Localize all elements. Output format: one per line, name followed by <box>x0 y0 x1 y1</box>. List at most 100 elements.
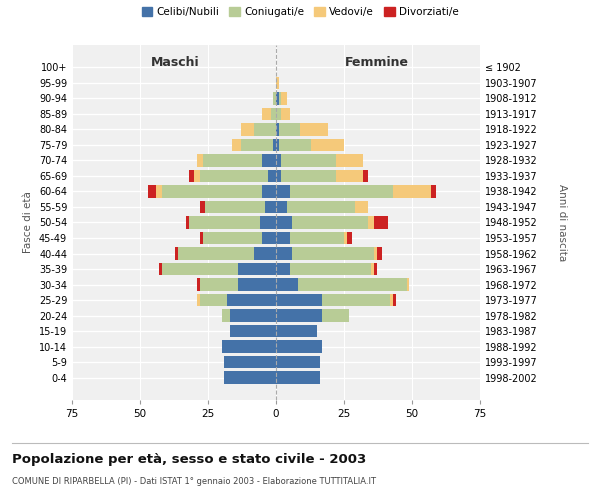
Bar <box>197 154 203 166</box>
Bar <box>194 170 200 182</box>
Bar <box>238 278 276 291</box>
Legend: Celibi/Nubili, Coniugati/e, Vedovi/e, Divorziati/e: Celibi/Nubili, Coniugati/e, Vedovi/e, Di… <box>139 5 461 20</box>
Bar <box>322 294 390 306</box>
Bar <box>189 216 260 228</box>
Bar <box>276 372 320 384</box>
Text: Femmine: Femmine <box>344 56 409 70</box>
Bar <box>287 201 355 213</box>
Bar <box>200 201 205 213</box>
Bar <box>200 278 238 291</box>
Bar <box>292 216 368 228</box>
Bar <box>368 216 374 228</box>
Bar <box>276 232 290 244</box>
Bar <box>276 325 317 338</box>
Bar <box>281 170 336 182</box>
Bar <box>254 248 276 260</box>
Bar <box>374 248 377 260</box>
Bar <box>203 154 262 166</box>
Text: Popolazione per età, sesso e stato civile - 2003: Popolazione per età, sesso e stato civil… <box>12 452 366 466</box>
Y-axis label: Anni di nascita: Anni di nascita <box>557 184 567 261</box>
Bar <box>197 294 200 306</box>
Bar <box>311 138 344 151</box>
Bar <box>148 186 157 198</box>
Bar <box>262 232 276 244</box>
Bar <box>159 263 162 276</box>
Bar <box>292 248 374 260</box>
Bar <box>178 248 254 260</box>
Bar <box>363 170 368 182</box>
Bar <box>279 123 301 136</box>
Bar <box>200 170 268 182</box>
Bar <box>276 294 322 306</box>
Bar <box>205 201 265 213</box>
Bar <box>241 123 254 136</box>
Bar <box>175 248 178 260</box>
Bar <box>290 186 393 198</box>
Bar <box>271 108 276 120</box>
Bar <box>390 294 393 306</box>
Bar <box>276 92 279 104</box>
Bar <box>276 278 298 291</box>
Bar <box>279 92 281 104</box>
Bar <box>281 108 290 120</box>
Bar <box>322 310 349 322</box>
Bar <box>393 186 431 198</box>
Bar <box>224 356 276 368</box>
Bar <box>431 186 436 198</box>
Bar <box>260 216 276 228</box>
Bar <box>290 263 371 276</box>
Bar <box>221 340 276 353</box>
Bar <box>276 201 287 213</box>
Bar <box>393 294 395 306</box>
Bar <box>276 310 322 322</box>
Bar <box>227 294 276 306</box>
Bar <box>276 248 292 260</box>
Bar <box>238 263 276 276</box>
Bar <box>344 232 347 244</box>
Bar <box>336 170 363 182</box>
Bar <box>200 232 203 244</box>
Bar <box>276 186 290 198</box>
Bar <box>265 201 276 213</box>
Bar <box>241 138 273 151</box>
Bar <box>276 263 290 276</box>
Bar <box>355 201 368 213</box>
Bar <box>374 216 388 228</box>
Bar <box>276 154 281 166</box>
Bar <box>279 138 311 151</box>
Bar <box>407 278 409 291</box>
Bar <box>276 340 322 353</box>
Y-axis label: Fasce di età: Fasce di età <box>23 192 33 254</box>
Bar <box>200 294 227 306</box>
Bar <box>336 154 363 166</box>
Bar <box>281 92 287 104</box>
Bar <box>186 216 189 228</box>
Bar <box>298 278 407 291</box>
Bar <box>301 123 328 136</box>
Bar <box>276 123 279 136</box>
Text: COMUNE DI RIPARBELLA (PI) - Dati ISTAT 1° gennaio 2003 - Elaborazione TUTTITALIA: COMUNE DI RIPARBELLA (PI) - Dati ISTAT 1… <box>12 478 376 486</box>
Bar <box>371 263 374 276</box>
Bar <box>276 108 281 120</box>
Bar <box>230 325 276 338</box>
Bar <box>254 123 276 136</box>
Bar <box>224 372 276 384</box>
Bar <box>197 278 200 291</box>
Bar <box>221 310 230 322</box>
Bar <box>276 76 279 89</box>
Bar <box>273 92 276 104</box>
Bar <box>276 356 320 368</box>
Bar <box>262 108 271 120</box>
Bar <box>374 263 377 276</box>
Bar <box>232 138 241 151</box>
Bar <box>281 154 336 166</box>
Text: Maschi: Maschi <box>151 56 200 70</box>
Bar <box>230 310 276 322</box>
Bar <box>203 232 262 244</box>
Bar <box>290 232 344 244</box>
Bar <box>347 232 352 244</box>
Bar <box>276 138 279 151</box>
Bar <box>276 170 281 182</box>
Bar <box>273 138 276 151</box>
Bar <box>162 186 262 198</box>
